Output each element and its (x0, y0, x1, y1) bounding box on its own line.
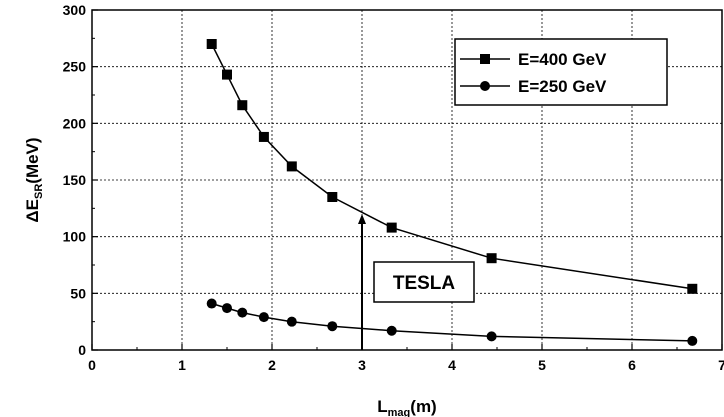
x-tick-label-6: 6 (628, 357, 636, 373)
y-tick-label-5: 250 (63, 59, 87, 75)
x-tick-label-5: 5 (538, 357, 546, 373)
series-layer (206, 39, 698, 346)
data-point-1-0 (206, 298, 217, 309)
series-0 (206, 39, 698, 294)
y-tick-label-2: 100 (63, 229, 87, 245)
x-tick-label-0: 0 (88, 357, 96, 373)
legend-marker-250 (480, 81, 490, 91)
x-tick-label-3: 3 (358, 357, 366, 373)
data-point-0-4 (286, 161, 297, 172)
data-point-1-2 (237, 307, 248, 318)
data-point-0-7 (486, 253, 497, 264)
data-point-1-8 (687, 335, 698, 346)
data-point-1-6 (386, 325, 397, 336)
data-point-0-5 (327, 192, 338, 202)
x-axis-ticks: 0 1 2 3 4 5 6 7 (88, 344, 724, 373)
y-tick-label-4: 200 (63, 115, 87, 131)
data-point-1-4 (286, 316, 297, 327)
y-axis-ticks: 0 50 100 150 200 250 300 (63, 2, 98, 358)
y-tick-label-6: 300 (63, 2, 87, 18)
y-tick-label-1: 50 (70, 285, 86, 301)
data-point-0-8 (687, 283, 698, 294)
legend-marker-400 (480, 54, 490, 64)
legend-label-400: E=400 GeV (518, 50, 607, 69)
legend: E=400 GeV E=250 GeV (454, 38, 668, 106)
legend-box (454, 38, 668, 106)
data-point-1-3 (258, 312, 269, 323)
y-tick-label-3: 150 (63, 172, 87, 188)
tesla-label: TESLA (393, 273, 456, 294)
tesla-box (373, 261, 475, 303)
data-point-1-7 (486, 331, 497, 342)
x-tick-label-7: 7 (718, 357, 724, 373)
x-tick-label-1: 1 (178, 357, 186, 373)
x-tick-label-2: 2 (268, 357, 276, 373)
tesla-annotation: TESLA (358, 214, 475, 350)
data-point-0-0 (206, 39, 217, 49)
data-point-0-6 (386, 222, 397, 233)
y-axis-title: ΔESR(MeV) (23, 137, 45, 222)
data-point-0-1 (222, 69, 232, 80)
grid-lines (92, 10, 722, 350)
data-point-1-1 (222, 303, 232, 314)
x-axis-title: Lmag(m) (377, 397, 436, 417)
y-tick-label-0: 0 (78, 342, 86, 358)
legend-label-250: E=250 GeV (518, 77, 607, 96)
tesla-arrowhead (358, 214, 366, 224)
data-point-0-3 (258, 131, 269, 142)
data-point-0-2 (237, 100, 248, 111)
data-point-1-5 (327, 321, 338, 332)
x-tick-label-4: 4 (448, 357, 456, 373)
series-1 (206, 298, 698, 346)
